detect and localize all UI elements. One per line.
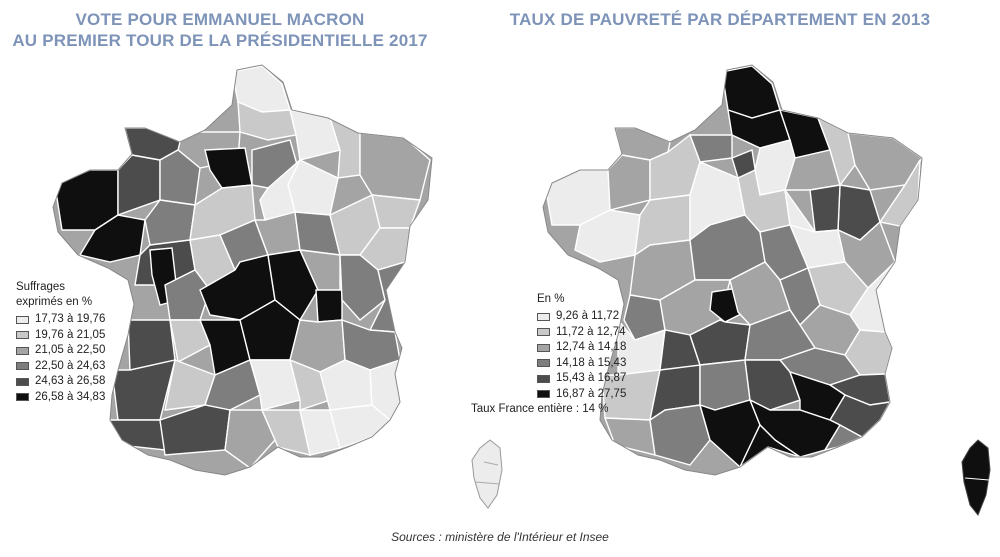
- legend-swatch: [537, 390, 550, 399]
- map-right-france: [543, 65, 922, 475]
- right-map-title: TAUX DE PAUVRETÉ PAR DÉPARTEMENT EN 2013: [495, 9, 945, 30]
- left-map-title: VOTE POUR EMMANUEL MACRON AU PREMIER TOU…: [0, 9, 440, 51]
- right-legend-item: 9,26 à 11,72: [537, 309, 626, 325]
- legend-swatch: [16, 393, 29, 402]
- legend-swatch: [537, 359, 550, 368]
- map-left-france: [53, 65, 432, 475]
- legend-swatch: [16, 346, 29, 355]
- left-map-title-line1: VOTE POUR EMMANUEL MACRON: [75, 10, 365, 29]
- source-caption: Sources : ministère de l'Intérieur et In…: [391, 530, 609, 544]
- legend-label: 12,74 à 14,18: [556, 341, 627, 354]
- legend-label: 11,72 à 12,74: [556, 325, 626, 338]
- corsica-right: [961, 439, 991, 516]
- left-legend-item: 26,58 à 34,83: [16, 390, 105, 406]
- legend-swatch: [537, 328, 550, 337]
- right-map-title-line: TAUX DE PAUVRETÉ PAR DÉPARTEMENT EN 2013: [509, 10, 931, 29]
- legend-swatch: [16, 315, 29, 324]
- national-rate-note: Taux France entière : 14 %: [471, 403, 609, 415]
- corsica-left: [471, 439, 503, 509]
- legend-label: 21,05 à 22,50: [35, 344, 106, 357]
- right-legend-title: En %: [537, 293, 565, 305]
- right-legend-item: 11,72 à 12,74: [537, 325, 626, 341]
- legend-swatch: [16, 362, 29, 371]
- legend-label: 26,58 à 34,83: [35, 390, 106, 403]
- legend-swatch: [16, 331, 29, 340]
- legend-swatch: [16, 377, 29, 386]
- left-legend-item: 19,76 à 21,05: [16, 328, 105, 344]
- legend-label: 16,87 à 27,75: [556, 387, 627, 400]
- legend-label: 15,43 à 16,87: [556, 372, 627, 385]
- left-legend-item: 24,63 à 26,58: [16, 374, 105, 390]
- legend-swatch: [537, 312, 550, 321]
- legend-label: 24,63 à 26,58: [35, 375, 106, 388]
- legend-label: 17,73 à 19,76: [35, 313, 106, 326]
- left-map-legend: Suffrages exprimés en % 17,73 à 19,76 19…: [16, 280, 105, 405]
- left-legend-title-line2: exprimés en %: [16, 296, 93, 308]
- left-legend-item: 17,73 à 19,76: [16, 312, 105, 328]
- legend-label: 22,50 à 24,63: [35, 359, 106, 372]
- left-legend-item: 22,50 à 24,63: [16, 359, 105, 375]
- legend-label: 14,18 à 15,43: [556, 356, 627, 369]
- legend-label: 19,76 à 21,05: [35, 328, 106, 341]
- right-legend-item: 12,74 à 14,18: [537, 340, 626, 356]
- legend-label: 9,26 à 11,72: [556, 310, 620, 323]
- left-map-title-line2: AU PREMIER TOUR DE LA PRÉSIDENTIELLE 201…: [12, 31, 428, 50]
- legend-swatch: [537, 374, 550, 383]
- legend-swatch: [537, 343, 550, 352]
- left-legend-item: 21,05 à 22,50: [16, 343, 105, 359]
- right-map-legend: En % 9,26 à 11,72 11,72 à 12,74 12,74 à …: [471, 292, 626, 417]
- right-legend-item: 14,18 à 15,43: [537, 356, 626, 372]
- left-legend-title-line1: Suffrages: [16, 281, 66, 293]
- left-legend-title: Suffrages exprimés en %: [16, 280, 105, 310]
- right-legend-item: 16,87 à 27,75: [537, 387, 626, 403]
- right-legend-item: 15,43 à 16,87: [537, 371, 626, 387]
